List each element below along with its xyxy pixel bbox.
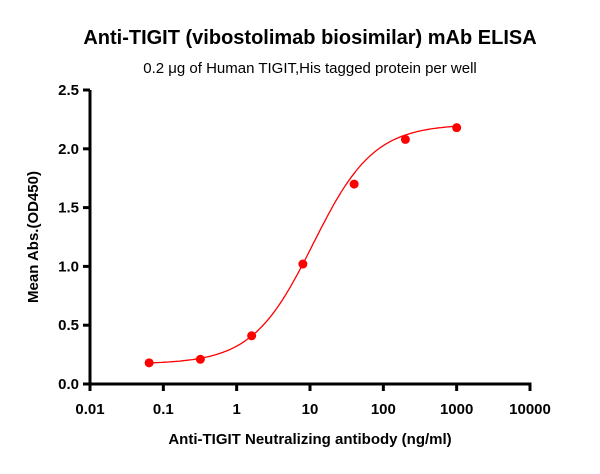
x-tick-label: 0.1 bbox=[153, 401, 174, 418]
y-tick-label: 2.0 bbox=[58, 141, 79, 158]
y-tick-label: 0.5 bbox=[58, 317, 79, 334]
data-point bbox=[349, 179, 359, 189]
data-point bbox=[247, 331, 257, 341]
data-point bbox=[144, 358, 154, 368]
data-point bbox=[400, 134, 410, 144]
x-tick-label: 1 bbox=[232, 401, 240, 418]
data-point bbox=[452, 123, 462, 133]
x-axis-label: Anti-TIGIT Neutralizing antibody (ng/ml) bbox=[168, 431, 451, 448]
data-point bbox=[298, 259, 308, 269]
chart-subtitle: 0.2 μg of Human TIGIT,His tagged protein… bbox=[143, 60, 477, 77]
y-tick-label: 1.5 bbox=[58, 200, 79, 217]
y-tick-label: 2.5 bbox=[58, 82, 79, 99]
y-tick-label: 0.0 bbox=[58, 376, 79, 393]
x-tick-label: 10 bbox=[302, 401, 319, 418]
x-tick-label: 0.01 bbox=[75, 401, 104, 418]
y-axis-label: Mean Abs.(OD450) bbox=[25, 171, 42, 303]
x-tick-label: 1000 bbox=[440, 401, 473, 418]
x-tick-label: 10000 bbox=[509, 401, 551, 418]
chart-title: Anti-TIGIT (vibostolimab biosimilar) mAb… bbox=[83, 27, 536, 49]
fit-curve bbox=[149, 125, 457, 364]
data-point bbox=[195, 354, 205, 364]
x-tick-label: 100 bbox=[371, 401, 396, 418]
y-tick-label: 1.0 bbox=[58, 258, 79, 275]
